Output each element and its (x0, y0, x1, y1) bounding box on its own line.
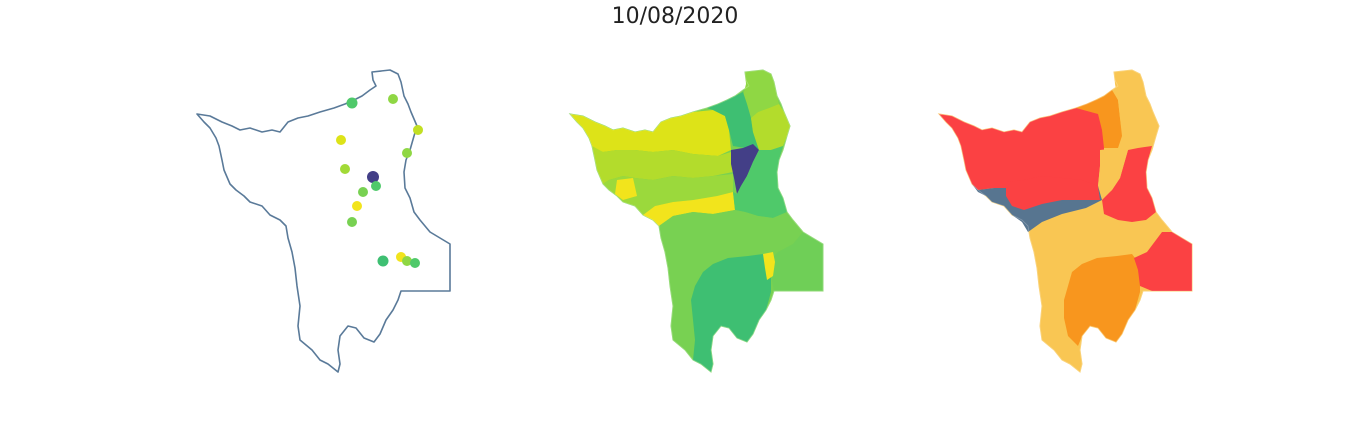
basin-region[interactable] (939, 100, 1104, 190)
basin-region[interactable] (743, 70, 779, 118)
choropleth-greens-map (569, 69, 824, 373)
station-point[interactable] (340, 164, 350, 174)
basin-region[interactable] (592, 146, 733, 184)
station-point[interactable] (371, 181, 381, 191)
basin-region[interactable] (769, 232, 823, 291)
station-point[interactable] (388, 94, 398, 104)
station-point[interactable] (402, 256, 412, 266)
station-point[interactable] (410, 258, 420, 268)
basin-region[interactable] (1076, 90, 1122, 148)
basin-region[interactable] (1098, 148, 1128, 198)
basin-region[interactable] (733, 146, 787, 218)
basin-region[interactable] (1006, 176, 1100, 210)
basin-region[interactable] (751, 104, 790, 150)
basin-region[interactable] (731, 144, 759, 194)
figure-title: 10/08/2020 (611, 4, 739, 29)
station-point[interactable] (358, 187, 368, 197)
basin-region[interactable] (1102, 146, 1156, 222)
choropleth-reds-map (938, 69, 1193, 373)
basin-region[interactable] (1134, 232, 1192, 291)
station-point[interactable] (352, 201, 362, 211)
basin-region[interactable] (707, 92, 759, 150)
station-point[interactable] (402, 148, 412, 158)
basin-region[interactable] (603, 174, 733, 215)
basin-region[interactable] (609, 190, 735, 226)
station-points-map (196, 69, 451, 373)
basin-region[interactable] (763, 252, 775, 280)
station-point[interactable] (413, 125, 423, 135)
basin-region[interactable] (659, 210, 803, 360)
basin-region[interactable] (1064, 254, 1140, 346)
station-points (336, 94, 423, 268)
basin-region[interactable] (1114, 70, 1159, 148)
station-point[interactable] (377, 255, 389, 267)
station-point[interactable] (336, 135, 346, 145)
region-outline (196, 69, 451, 373)
basin-region[interactable] (691, 254, 771, 372)
basin-region[interactable] (570, 110, 731, 156)
station-point[interactable] (367, 171, 379, 183)
station-point[interactable] (347, 217, 357, 227)
basin-region[interactable] (615, 178, 637, 200)
station-point[interactable] (346, 97, 358, 109)
